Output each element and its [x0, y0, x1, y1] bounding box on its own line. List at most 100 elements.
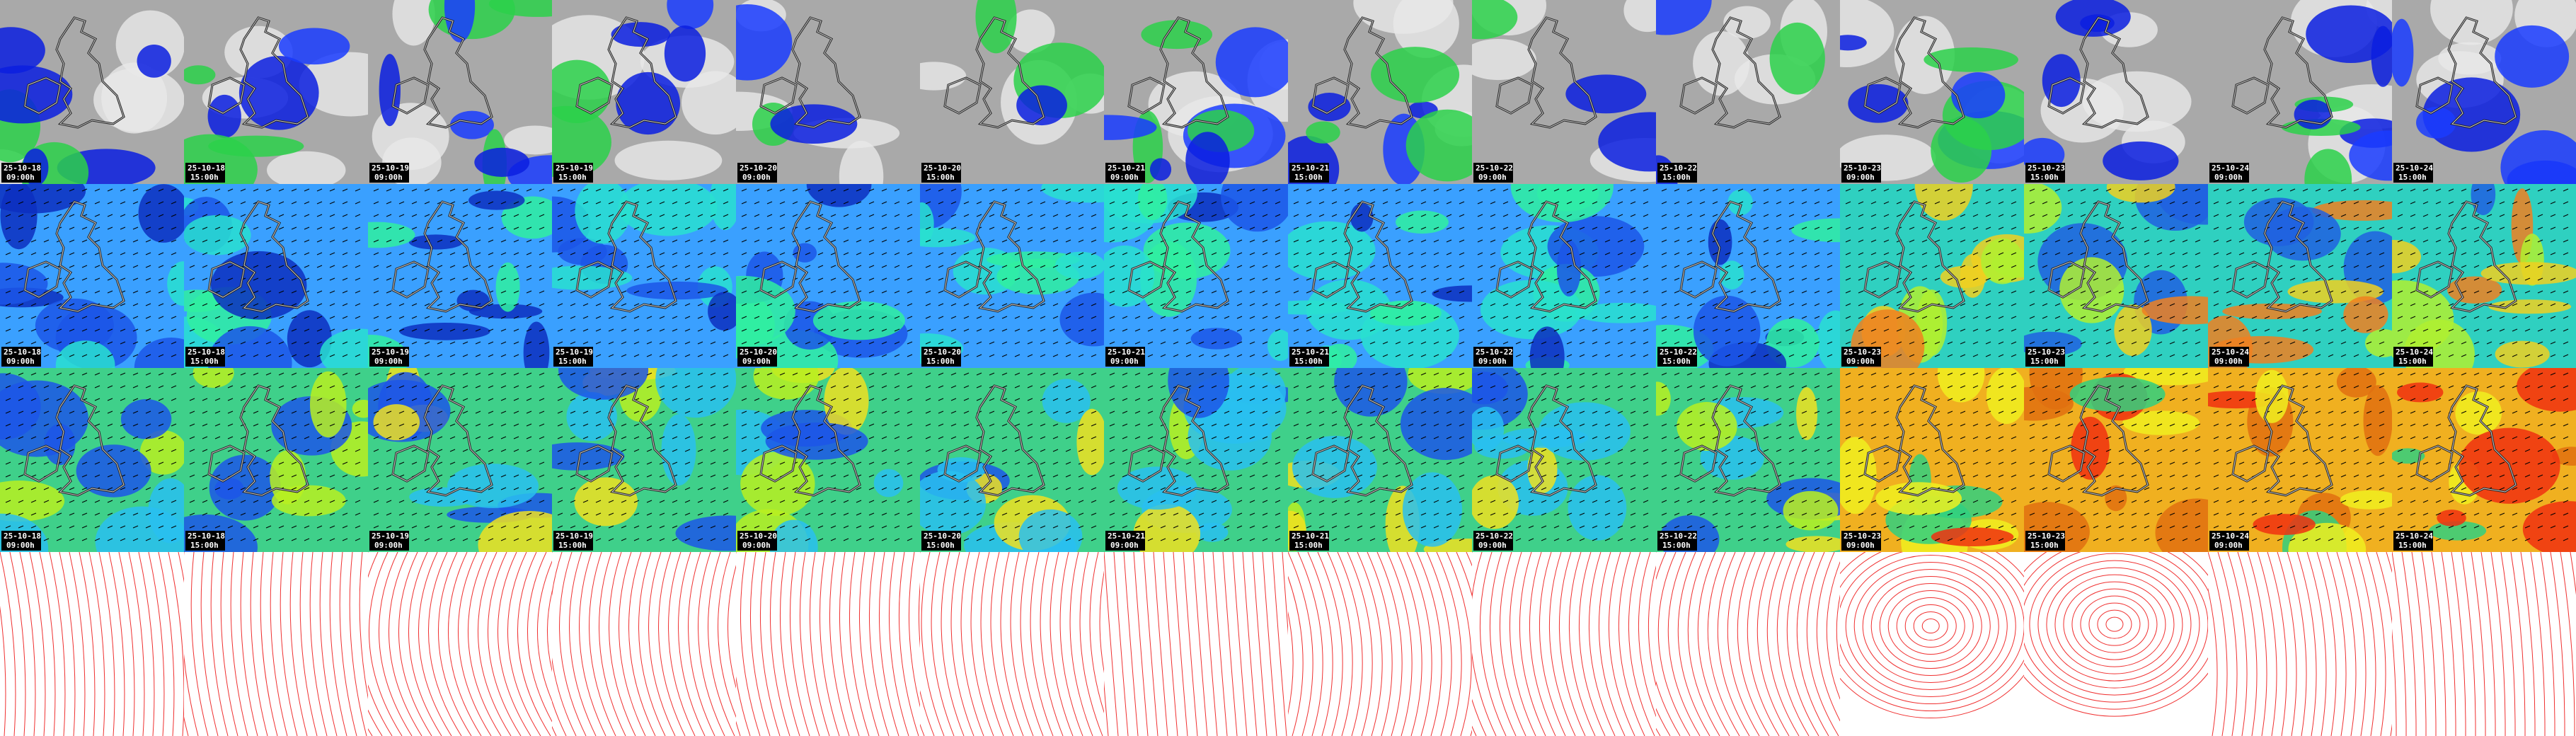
wind-arrow — [1224, 487, 1230, 490]
wind-arrow — [1725, 290, 1731, 294]
wind-arrow — [1293, 385, 1299, 389]
wind-arrow — [1382, 474, 1388, 478]
wind-arrow — [539, 538, 545, 541]
wind-arrow — [500, 398, 507, 401]
wind-arrow — [2422, 316, 2429, 319]
wind-arrow — [1052, 385, 1059, 389]
wind-arrow — [539, 372, 545, 376]
wind-arrow — [1408, 277, 1414, 281]
wind-arrow — [1249, 423, 1255, 427]
wind-arrow — [1858, 328, 1864, 332]
wind-arrow — [817, 474, 824, 478]
wind-arrow — [81, 290, 88, 294]
wind-arrow — [659, 188, 665, 192]
wind-arrow — [2054, 303, 2061, 306]
wind-arrow — [462, 252, 468, 255]
wind-arrow — [386, 265, 392, 268]
wind-arrow — [1998, 252, 2004, 255]
wind-arrow — [1604, 188, 1611, 192]
wind-arrow — [723, 201, 729, 205]
wind-arrow — [1369, 277, 1376, 281]
wind-arrow — [1395, 385, 1401, 389]
wind-arrow — [373, 436, 379, 439]
wind-arrow — [1318, 214, 1325, 217]
wind-arrow — [475, 423, 481, 427]
wind-arrow — [1109, 461, 1115, 465]
label-box — [2393, 163, 2433, 183]
wind-arrow — [1173, 252, 1179, 255]
wind-arrow — [189, 226, 195, 230]
wind-arrow — [5, 423, 11, 427]
wind-arrow — [684, 226, 691, 230]
wind-arrow — [684, 449, 691, 452]
wind-arrow — [2563, 265, 2569, 268]
wind-arrow — [145, 410, 151, 414]
wind-arrow — [1014, 423, 1020, 427]
wind-arrow — [1262, 461, 1268, 465]
coastline-inner — [1128, 201, 1229, 312]
wind-arrow — [907, 239, 913, 243]
wind-arrow — [595, 461, 602, 465]
wind-arrow — [1737, 239, 1744, 243]
wind-arrow — [1541, 290, 1547, 294]
wind-arrow — [938, 525, 944, 529]
wind-arrow — [2156, 277, 2163, 281]
wind-arrow — [30, 316, 37, 319]
wind-arrow — [18, 487, 24, 490]
wind-arrow — [1211, 410, 1217, 414]
wind-arrow — [304, 487, 310, 490]
wind-arrow — [1985, 188, 1991, 192]
wind-arrow — [1985, 354, 1991, 357]
wind-arrow — [582, 487, 589, 490]
wind-arrow — [1091, 500, 1097, 503]
wind-arrow — [2144, 303, 2150, 306]
wind-arrow — [2105, 188, 2112, 192]
wind-arrow — [894, 525, 900, 529]
wind-arrow — [2524, 303, 2531, 306]
wind-arrow — [2550, 303, 2556, 306]
wind-arrow — [2277, 316, 2283, 319]
wind-arrow — [1369, 423, 1376, 427]
wind-arrow — [710, 372, 716, 376]
wind-arrow — [1198, 316, 1204, 319]
wind-arrow — [1477, 265, 1483, 268]
wind-arrow — [1553, 341, 1560, 345]
wind-arrow — [1686, 328, 1693, 332]
wind-arrow — [278, 512, 284, 516]
wind-arrow — [963, 303, 970, 306]
wind-arrow — [1528, 252, 1534, 255]
wind-arrow — [107, 316, 113, 319]
wind-arrow — [2435, 214, 2442, 217]
wind-arrow — [595, 303, 602, 306]
wind-arrow — [5, 226, 11, 230]
wind-arrow — [1293, 398, 1299, 401]
wind-arrow — [373, 474, 379, 478]
wind-arrow — [253, 487, 259, 490]
wind-arrow — [2563, 201, 2569, 205]
wind-arrow — [595, 214, 602, 217]
wind-arrow — [2277, 239, 2283, 243]
wind-arrow — [1528, 290, 1534, 294]
wind-arrow — [741, 474, 747, 478]
wind-arrow — [1712, 290, 1718, 294]
wind-arrow — [513, 201, 519, 205]
label-box — [1657, 163, 1697, 183]
wind-arrow — [792, 214, 798, 217]
wind-arrow — [1262, 188, 1268, 192]
wind-arrow — [697, 449, 703, 452]
wind-arrow — [1293, 328, 1299, 332]
wind-arrow — [171, 487, 177, 490]
wind-arrow — [557, 303, 563, 306]
wind-arrow — [950, 410, 957, 414]
field-blob — [373, 404, 420, 441]
wind-arrow — [69, 188, 75, 192]
wind-arrow — [81, 265, 88, 268]
wind-arrow — [1109, 214, 1115, 217]
wind-arrow — [1788, 290, 1795, 294]
wind-arrow — [1224, 239, 1230, 243]
wind-arrow — [2353, 188, 2359, 192]
wind-arrow — [1160, 201, 1166, 205]
